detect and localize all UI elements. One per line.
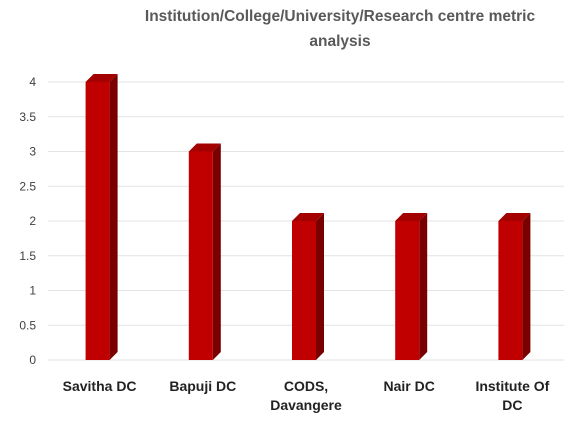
x-tick-label: CODS, [284,378,328,394]
y-tick-label: 3 [29,145,36,159]
x-tick-label: Nair DC [384,378,435,394]
bar [188,143,221,360]
y-tick-label: 1 [29,284,36,298]
y-tick-label: 2 [29,214,36,228]
bar [498,213,531,360]
bar [85,74,118,360]
bars [85,74,531,360]
bar [292,213,324,360]
y-tick-label: 2.5 [19,179,36,193]
y-tick-label: 0.5 [19,318,36,332]
x-axis-labels: Savitha DC Bapuji DC CODS, Davangere Nair DC… [63,378,550,413]
y-axis-ticks: 0 0.5 1 1.5 2 2.5 3 3.5 4 [19,75,36,367]
y-tick-label: 0 [29,353,36,367]
x-tick-label: Savitha DC [63,378,137,394]
x-tick-label: Institute Of [475,378,549,394]
x-tick-label: Bapuji DC [169,378,236,394]
chart-title: Institution/College/University/Research … [144,8,536,50]
gridlines [48,81,564,361]
y-tick-label: 3.5 [19,110,36,124]
x-tick-label: DC [502,397,522,413]
y-tick-label: 1.5 [19,249,36,263]
bar [395,213,428,360]
y-tick-label: 4 [29,75,36,89]
x-tick-label: Davangere [270,397,342,413]
